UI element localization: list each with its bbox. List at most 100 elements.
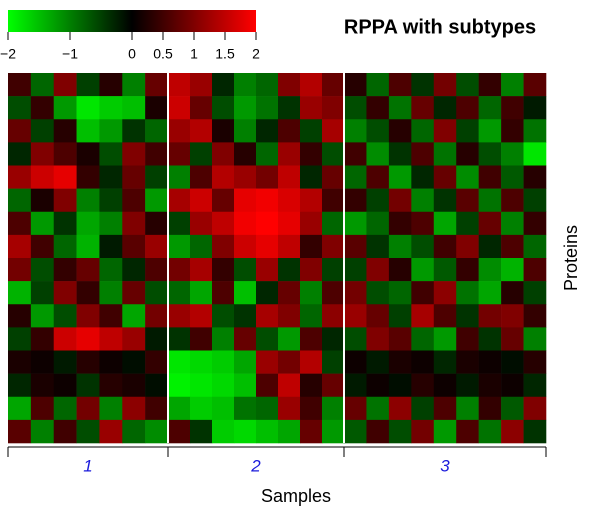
heatmap-cell <box>256 373 279 398</box>
heatmap-cell <box>53 234 77 259</box>
heatmap-cell <box>30 188 55 213</box>
heatmap-cell <box>30 304 55 328</box>
heatmap-cell <box>322 142 345 166</box>
heatmap-cell <box>190 373 213 398</box>
heatmap-cell <box>53 119 77 143</box>
heatmap-cell <box>8 396 32 421</box>
heatmap-cell <box>256 96 279 120</box>
heatmap-cell <box>456 73 479 97</box>
heatmap-cell <box>99 142 123 166</box>
heatmap-cell <box>433 373 457 398</box>
heatmap-cell <box>278 419 301 444</box>
heatmap-cell <box>30 211 55 236</box>
heatmap-cell <box>411 119 435 143</box>
heatmap-cell <box>30 165 55 189</box>
heatmap-cell <box>501 327 524 351</box>
heatmap-cell <box>53 419 77 444</box>
heatmap-cell <box>300 258 323 282</box>
heatmap-cell <box>8 234 32 259</box>
heatmap-cell <box>76 304 100 328</box>
heatmap-cell <box>501 350 524 374</box>
heatmap-cell <box>53 165 77 189</box>
heatmap-cell <box>478 396 502 421</box>
heatmap-cell <box>30 142 55 166</box>
colorbar-tick-label: 0.5 <box>153 46 173 62</box>
heatmap-cell <box>456 142 479 166</box>
heatmap-cell <box>122 211 146 236</box>
heatmap-cell <box>256 165 279 189</box>
heatmap-cell <box>30 258 55 282</box>
heatmap-cell <box>99 327 123 351</box>
heatmap-cell <box>344 327 367 351</box>
heatmap-cell <box>433 211 457 236</box>
heatmap-cell <box>523 142 547 166</box>
heatmap-cell <box>30 373 55 398</box>
heatmap-cell <box>145 304 169 328</box>
heatmap-cell <box>300 327 323 351</box>
heatmap-cell <box>145 119 169 143</box>
heatmap-cell <box>122 327 146 351</box>
heatmap-cell <box>8 188 32 213</box>
heatmap-cell <box>190 96 213 120</box>
heatmap-cell <box>53 373 77 398</box>
heatmap-cell <box>322 211 345 236</box>
heatmap-cell <box>278 281 301 305</box>
heatmap-cell <box>256 73 279 97</box>
heatmap-cell <box>278 188 301 213</box>
heatmap-cell <box>456 234 479 259</box>
heatmap-cell <box>366 327 390 351</box>
heatmap-cell <box>99 258 123 282</box>
heatmap-cell <box>278 165 301 189</box>
heatmap-cell <box>256 234 279 259</box>
heatmap-cell <box>366 350 390 374</box>
heatmap-cell <box>366 188 390 213</box>
heatmap-cell <box>478 96 502 120</box>
heatmap-cell <box>456 327 479 351</box>
heatmap-cell <box>30 96 55 120</box>
heatmap-cell <box>322 396 345 421</box>
heatmap-cell <box>256 258 279 282</box>
heatmap-cell <box>8 142 32 166</box>
heatmap-cell <box>501 373 524 398</box>
heatmap-cell <box>99 281 123 305</box>
heatmap-cell <box>190 142 213 166</box>
heatmap-cell <box>190 73 213 97</box>
heatmap-cell <box>145 258 169 282</box>
heatmap-cell <box>456 211 479 236</box>
heatmap-cell <box>53 281 77 305</box>
heatmap-cell <box>366 73 390 97</box>
heatmap-cell <box>366 165 390 189</box>
heatmap-cell <box>212 327 235 351</box>
heatmap-cell <box>30 119 55 143</box>
heatmap-cell <box>501 142 524 166</box>
heatmap-cell <box>478 211 502 236</box>
heatmap-cell <box>145 211 169 236</box>
heatmap-cell <box>212 258 235 282</box>
heatmap-cell <box>344 234 367 259</box>
heatmap-cell <box>8 96 32 120</box>
heatmap-cell <box>523 119 547 143</box>
heatmap-cell <box>456 396 479 421</box>
colorbar <box>8 10 256 32</box>
heatmap-cell <box>122 258 146 282</box>
heatmap-cell <box>76 350 100 374</box>
heatmap-cell <box>30 419 55 444</box>
heatmap-cell <box>344 211 367 236</box>
heatmap-cell <box>456 281 479 305</box>
heatmap-cell <box>501 73 524 97</box>
heatmap-cell <box>278 234 301 259</box>
heatmap-cell <box>212 188 235 213</box>
x-axis-title: Samples <box>261 486 331 506</box>
heatmap-cell <box>122 373 146 398</box>
heatmap-cell <box>8 304 32 328</box>
heatmap-cell <box>501 234 524 259</box>
heatmap-cell <box>300 281 323 305</box>
heatmap-cell <box>168 373 191 398</box>
heatmap-cell <box>234 165 257 189</box>
heatmap-cell <box>122 419 146 444</box>
heatmap-cell <box>145 234 169 259</box>
heatmap-cell <box>8 327 32 351</box>
heatmap-cell <box>212 350 235 374</box>
heatmap-cell <box>99 373 123 398</box>
heatmap-cell <box>53 73 77 97</box>
